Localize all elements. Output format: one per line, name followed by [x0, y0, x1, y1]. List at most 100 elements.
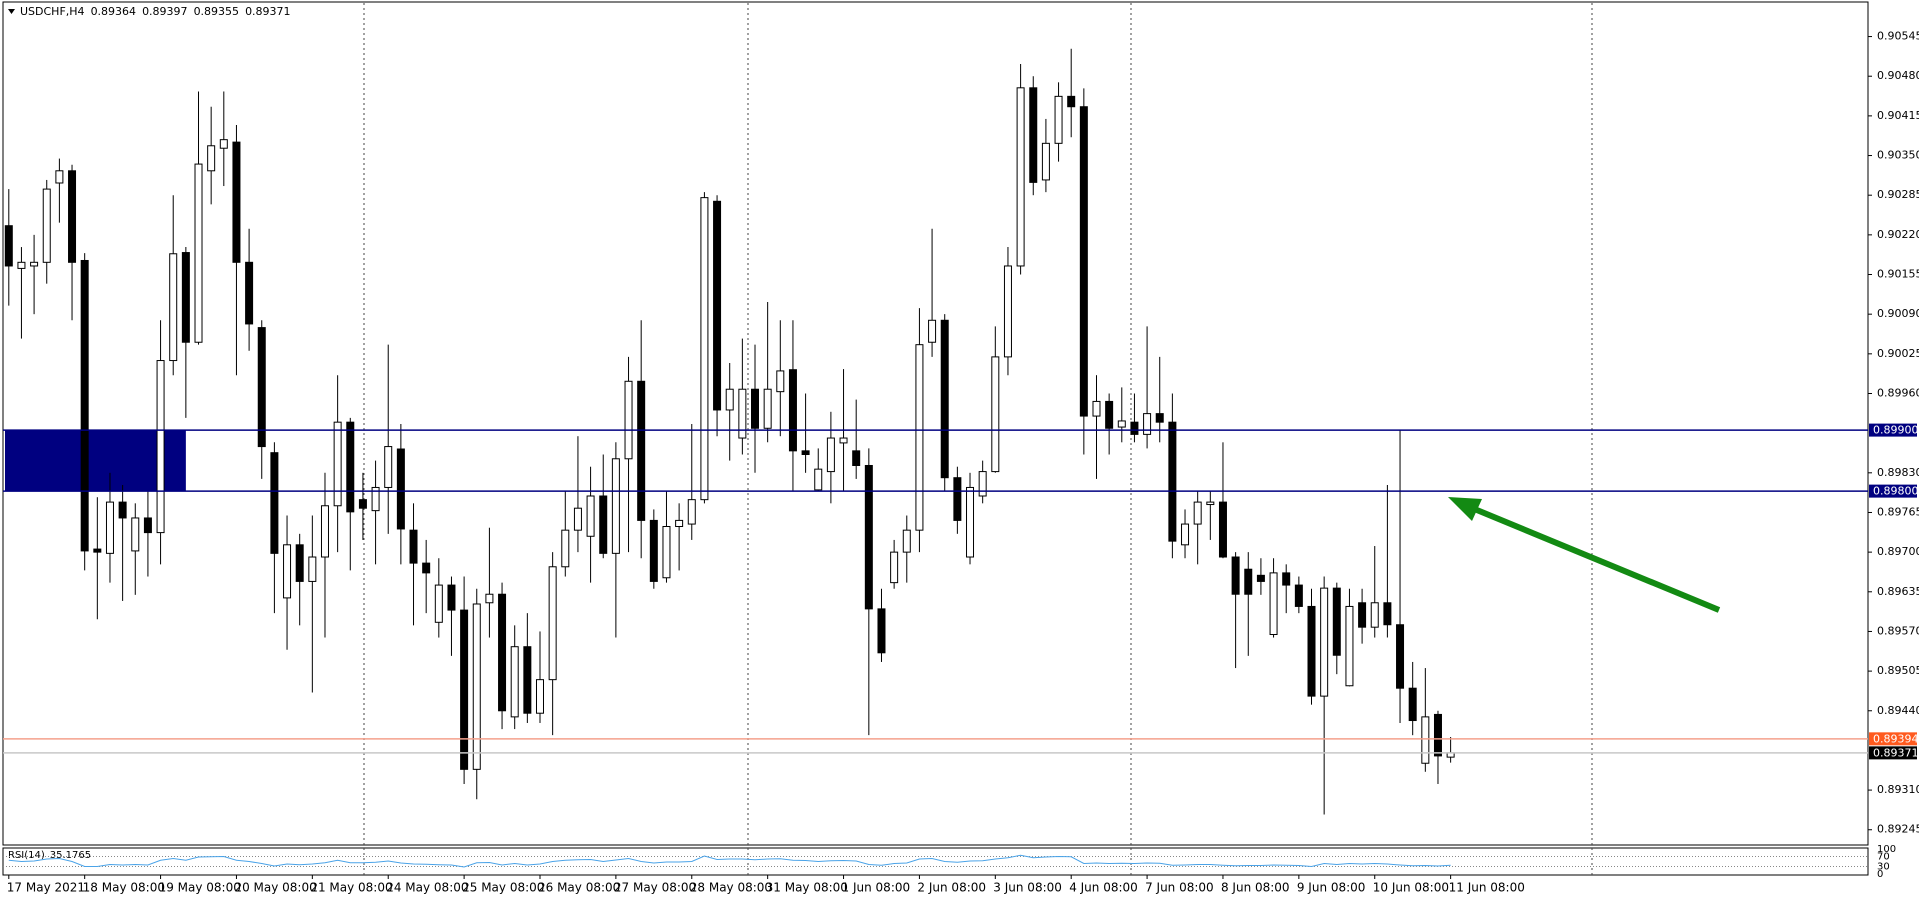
- candle-body: [801, 450, 810, 456]
- x-tick-label: 2 Jun 08:00: [917, 881, 986, 895]
- y-tick-label: 0.90090: [1877, 307, 1919, 320]
- ohlc-open: 0.89364: [91, 5, 137, 18]
- candle-body: [4, 225, 13, 267]
- candle-body: [80, 259, 89, 552]
- candle-body: [472, 603, 481, 770]
- candle-body: [257, 327, 266, 448]
- x-tick-label: 31 May 08:00: [766, 881, 848, 895]
- candle-body: [485, 593, 494, 604]
- indicator-name: RSI(14): [8, 850, 45, 861]
- candle-body: [460, 609, 469, 770]
- annotation-arrow-head: [1448, 497, 1482, 521]
- candle-body: [788, 369, 797, 452]
- candle-body: [156, 360, 165, 534]
- candle-body: [1130, 421, 1139, 435]
- candle-body: [725, 388, 734, 411]
- y-tick-label: 0.90155: [1877, 268, 1919, 281]
- candle-body: [1383, 602, 1392, 626]
- candle-body: [232, 141, 241, 263]
- candle-body: [194, 163, 203, 343]
- candle-body: [1117, 420, 1126, 428]
- candle-body: [852, 450, 861, 466]
- price-level-label: 0.89394: [1873, 732, 1919, 745]
- candle-body: [1003, 265, 1012, 358]
- candle-body: [1396, 624, 1405, 689]
- candle-body: [1206, 501, 1215, 506]
- candle-body: [207, 145, 216, 172]
- candle-body: [826, 437, 835, 473]
- x-tick-label: 10 Jun 08:00: [1373, 881, 1449, 895]
- price-level-box: [1869, 746, 1917, 760]
- y-tick-label: 0.89765: [1877, 505, 1919, 518]
- candle-body: [371, 486, 380, 512]
- candle-body: [1282, 572, 1291, 586]
- candle-body: [131, 517, 140, 552]
- x-tick-label: 7 Jun 08:00: [1145, 881, 1214, 895]
- symbol: USDCHF,H4: [20, 5, 85, 18]
- price-level-label: 0.89900: [1873, 424, 1919, 437]
- candle-body: [751, 388, 760, 429]
- menu-triangle[interactable]: [8, 9, 15, 14]
- candle-body: [30, 261, 39, 267]
- candle-body: [447, 584, 456, 611]
- chart-header: USDCHF,H4 0.89364 0.89397 0.89355 0.89371: [20, 5, 291, 18]
- y-tick-label: 0.90285: [1877, 188, 1919, 201]
- candle-body: [93, 548, 102, 553]
- y-tick-label: 0.89700: [1877, 545, 1919, 558]
- y-tick-label: 0.90415: [1877, 109, 1919, 122]
- indicator-tick-label: 70: [1877, 852, 1890, 863]
- main-pane-frame: [2, 1, 1869, 846]
- candle-body: [586, 495, 595, 537]
- x-tick-label: 26 May 08:00: [538, 881, 620, 895]
- candle-body: [1218, 501, 1227, 558]
- candle-body: [877, 608, 886, 654]
- candle-body: [649, 519, 658, 582]
- candle-body: [1067, 95, 1076, 108]
- annotation-arrow: [1470, 505, 1721, 613]
- y-tick-label: 0.89505: [1877, 664, 1919, 677]
- x-tick-label: 17 May 2021: [7, 881, 85, 895]
- candle-body: [1345, 605, 1354, 687]
- candle-body: [422, 562, 431, 574]
- indicator-tick-label: 100: [1877, 844, 1896, 855]
- candle-body: [333, 421, 342, 507]
- candle-body: [1181, 523, 1190, 546]
- candle-body: [864, 464, 873, 610]
- x-tick-label: 27 May 08:00: [614, 881, 696, 895]
- candle-body: [396, 448, 405, 530]
- x-tick-label: 9 Jun 08:00: [1297, 881, 1366, 895]
- candle-body: [1054, 95, 1063, 144]
- ohlc-close: 0.89371: [245, 5, 291, 18]
- candle-body: [295, 544, 304, 582]
- price-level-box: [1869, 423, 1917, 437]
- candle-body: [55, 170, 64, 184]
- candle-body: [523, 646, 532, 714]
- candle-body: [1143, 413, 1152, 435]
- candle-body: [978, 471, 987, 497]
- y-tick-label: 0.89310: [1877, 783, 1919, 796]
- candle-body: [1041, 142, 1050, 181]
- candle-body: [1433, 713, 1442, 757]
- price-level-box: [1869, 732, 1917, 746]
- x-tick-label: 3 Jun 08:00: [993, 881, 1062, 895]
- candle-body: [839, 437, 848, 444]
- candle-body: [17, 261, 26, 269]
- candle-body: [561, 529, 570, 568]
- candle-body: [181, 252, 190, 343]
- candle-body: [548, 566, 557, 681]
- price-zone: [5, 430, 186, 492]
- ohlc-high: 0.89397: [142, 5, 188, 18]
- ohlc-low: 0.89355: [194, 5, 240, 18]
- indicator-tick-label: 0: [1877, 869, 1883, 880]
- candle-body: [169, 253, 178, 362]
- price-level-label: 0.89371: [1873, 746, 1919, 759]
- candle-body: [143, 517, 152, 534]
- candle-body: [270, 452, 279, 554]
- candle-body: [662, 526, 671, 579]
- candle-body: [1168, 421, 1177, 542]
- candle-body: [624, 380, 633, 460]
- candle-body: [105, 501, 114, 554]
- candle-body: [637, 380, 646, 521]
